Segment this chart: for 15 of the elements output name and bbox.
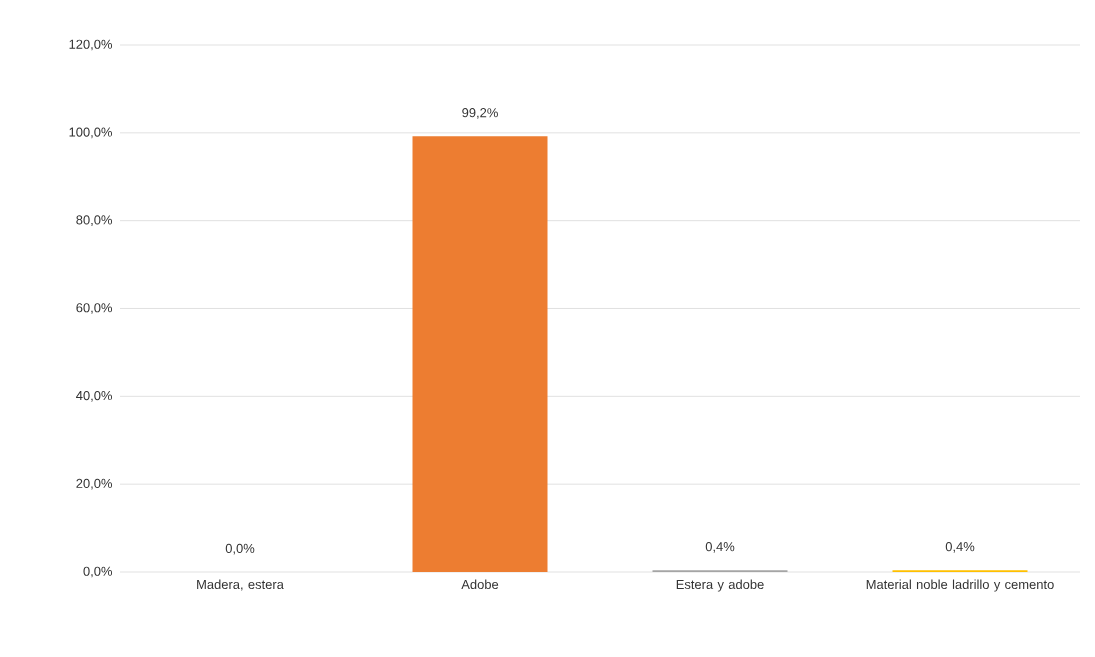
y-tick-label: 100,0% xyxy=(69,127,113,139)
x-tick-label: Adobe xyxy=(461,579,499,590)
data-label: 99,2% xyxy=(462,108,498,119)
x-tick-label: Madera, estera xyxy=(197,579,284,591)
data-label: 0,4% xyxy=(705,542,735,553)
y-tick-label: 40,0% xyxy=(76,390,113,402)
y-tick-label: 20,0% xyxy=(76,478,113,490)
y-tick-label: 80,0% xyxy=(76,215,113,227)
y-tick-label: 60,0% xyxy=(76,303,113,314)
x-tick-label: Estera y adobe xyxy=(676,579,764,592)
y-tick-label: 0,0% xyxy=(83,566,113,578)
data-label: 0,4% xyxy=(945,542,975,553)
x-tick-label: Material noble ladrillo y cemento xyxy=(866,579,1054,592)
y-tick-label: 120,0% xyxy=(69,39,113,51)
data-label: 0,0% xyxy=(225,543,255,555)
